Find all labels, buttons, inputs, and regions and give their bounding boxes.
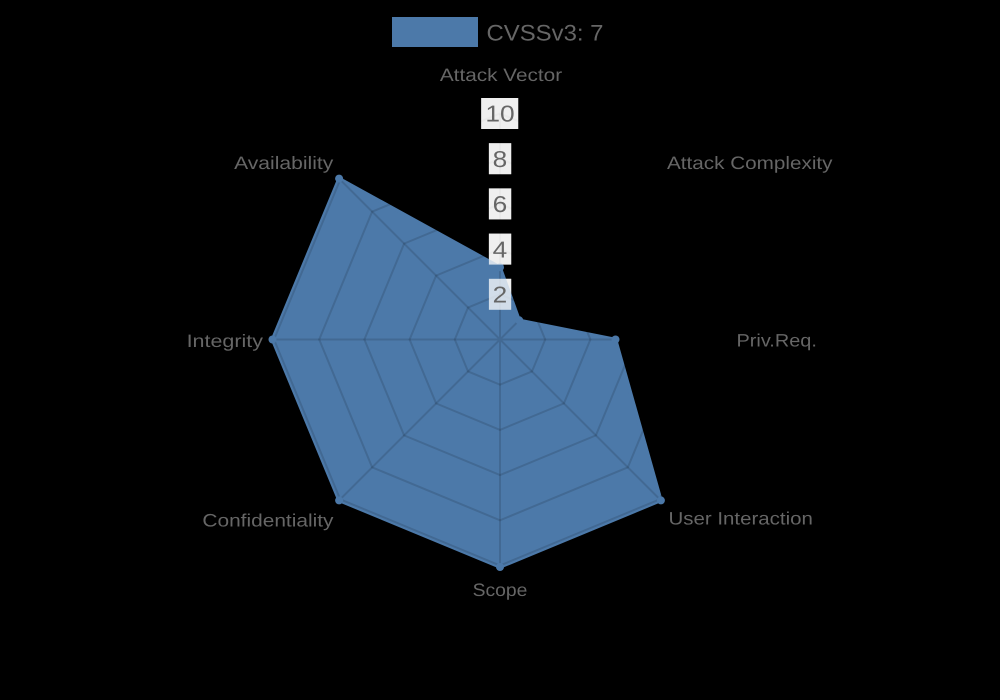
svg-text:2: 2	[493, 282, 508, 308]
svg-text:Scope: Scope	[473, 580, 528, 600]
svg-text:Attack Complexity: Attack Complexity	[667, 153, 833, 173]
svg-text:6: 6	[493, 191, 508, 217]
svg-text:8: 8	[493, 146, 508, 172]
svg-text:Attack Vector: Attack Vector	[440, 65, 562, 85]
svg-text:Integrity: Integrity	[187, 331, 263, 351]
svg-text:Availability: Availability	[234, 153, 333, 173]
svg-text:Confidentiality: Confidentiality	[202, 511, 333, 531]
svg-text:CVSSv3: 7: CVSSv3: 7	[487, 21, 604, 46]
svg-text:Priv.Req.: Priv.Req.	[737, 330, 817, 350]
svg-text:User Interaction: User Interaction	[669, 508, 813, 528]
svg-text:4: 4	[493, 236, 508, 262]
svg-text:10: 10	[485, 101, 514, 127]
